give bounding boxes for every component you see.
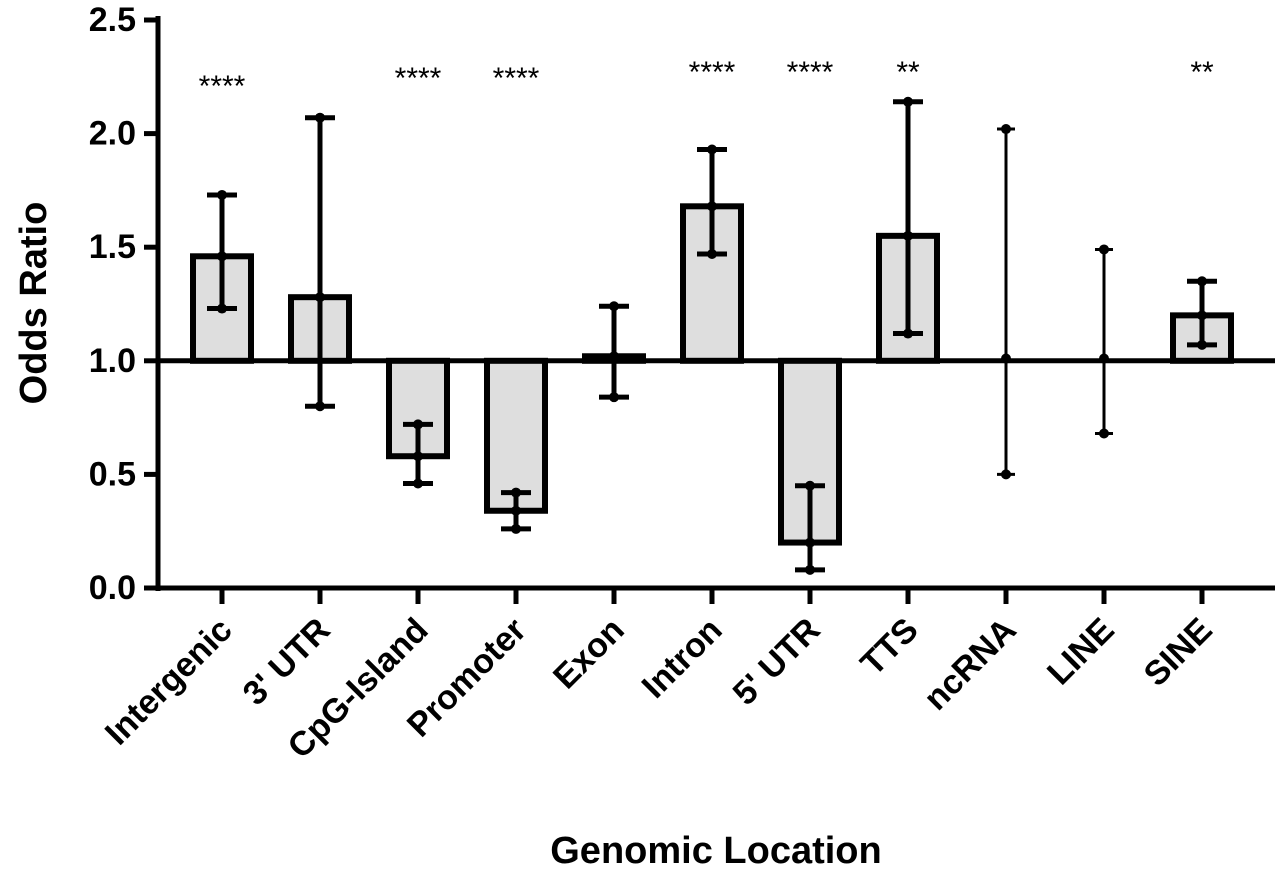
error-point-upper-9	[1099, 244, 1109, 255]
error-point-lower-8	[1001, 469, 1011, 480]
error-point-lower-3	[511, 523, 521, 534]
error-point-lower-6	[805, 564, 815, 575]
error-point-upper-7	[903, 96, 913, 107]
category-label-8: ncRNA	[917, 611, 1024, 718]
error-point-upper-10	[1197, 276, 1207, 287]
error-point-upper-4	[609, 301, 619, 312]
category-label-5: Intron	[635, 611, 730, 706]
error-point-lower-5	[707, 249, 717, 260]
error-point-lower-0	[217, 303, 227, 314]
significance-layer: **** **** **** **** **** ** **	[199, 56, 1214, 103]
significance-label-0: ****	[199, 70, 246, 103]
significance-label-7: **	[896, 56, 920, 89]
mean-point-5	[707, 201, 717, 212]
mean-point-10	[1197, 310, 1207, 321]
significance-label-2: ****	[395, 62, 442, 95]
error-point-upper-5	[707, 144, 717, 155]
category-label-6: 5' UTR	[726, 611, 828, 713]
category-label-4: Exon	[546, 611, 632, 697]
error-point-upper-3	[511, 487, 521, 498]
y-tick-label-3: 1.5	[89, 228, 136, 266]
y-tick-label-1: 0.5	[89, 455, 136, 493]
mean-point-1	[315, 292, 325, 303]
y-tick-label-4: 2.0	[89, 115, 136, 153]
y-tick-label-5: 2.5	[89, 1, 136, 39]
mean-point-7	[903, 230, 913, 241]
category-label-0: Intergenic	[98, 611, 240, 753]
x-axis-title: Genomic Location	[550, 830, 881, 872]
error-point-upper-8	[1001, 124, 1011, 135]
error-point-lower-1	[315, 401, 325, 412]
error-point-lower-4	[609, 392, 619, 403]
significance-label-10: **	[1190, 56, 1214, 89]
bar-3	[484, 357, 548, 514]
error-point-lower-2	[413, 478, 423, 489]
significance-label-3: ****	[493, 62, 540, 95]
error-point-lower-7	[903, 328, 913, 339]
category-label-10: SINE	[1137, 611, 1220, 694]
error-point-upper-1	[315, 112, 325, 123]
error-point-lower-9	[1099, 428, 1109, 439]
y-tick-label-0: 0.0	[89, 569, 136, 607]
error-point-lower-10	[1197, 339, 1207, 350]
category-label-9: LINE	[1040, 611, 1122, 693]
mean-point-0	[217, 251, 227, 262]
category-label-7: TTS	[853, 611, 925, 683]
mean-point-2	[413, 451, 423, 462]
y-axis-title: Odds Ratio	[13, 202, 55, 405]
error-bars-layer	[207, 96, 1217, 575]
mean-point-3	[511, 505, 521, 516]
axis-layer: 0.0 0.5 1.0 1.5 2.0 2.5	[89, 1, 1275, 607]
significance-label-6: ****	[787, 56, 834, 89]
y-tick-label-2: 1.0	[89, 342, 136, 380]
error-point-upper-6	[805, 480, 815, 491]
mean-point-6	[805, 537, 815, 548]
error-point-upper-2	[413, 419, 423, 430]
significance-label-5: ****	[689, 56, 736, 89]
error-point-upper-0	[217, 189, 227, 200]
